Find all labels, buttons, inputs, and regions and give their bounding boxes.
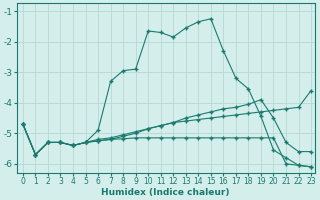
X-axis label: Humidex (Indice chaleur): Humidex (Indice chaleur) — [101, 188, 230, 197]
